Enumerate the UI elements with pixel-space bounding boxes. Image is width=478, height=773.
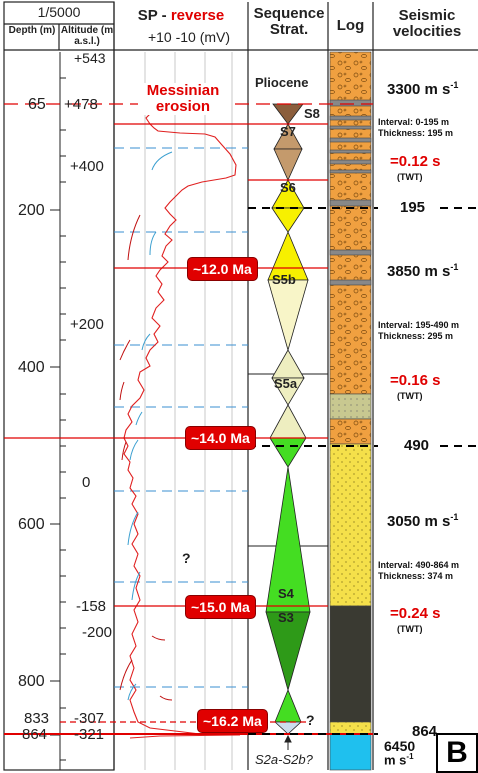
velocity-3-interval: Interval: 490-864 m Thickness: 374 m	[378, 560, 459, 582]
velocity-2-value: 3850 m s	[387, 263, 451, 280]
alt-321: -321	[74, 726, 105, 743]
messinian-erosion-label: Messinian erosion	[138, 83, 228, 115]
alt-307: -307	[74, 710, 105, 727]
seq-s6: S6	[280, 180, 296, 195]
boundary-195: 195	[400, 199, 426, 216]
age-15-ma: ~15.0 Ma	[185, 595, 256, 619]
sp-grid	[144, 52, 233, 770]
log-title: Log	[336, 17, 365, 34]
seq-title: Sequence Strat.	[253, 5, 325, 38]
velocity-1-interval: Interval: 0-195 m Thickness: 195 m	[378, 117, 453, 139]
velocity-2: 3850 m s-1	[387, 262, 458, 280]
sp-blue-arrows	[127, 151, 173, 701]
seq-s4: S4	[278, 586, 294, 601]
seq-s7: S7	[280, 124, 296, 139]
velocity-4-unit: m s-1	[384, 752, 414, 767]
v3-thickness: Thickness: 374 m	[378, 570, 454, 581]
depth-65: 65	[28, 96, 46, 113]
alt-200: +200	[70, 316, 104, 333]
velocity-2-exp: -1	[450, 262, 459, 272]
depth-200: 200	[18, 202, 45, 219]
alt-158: -158	[76, 598, 107, 615]
velocity-3: 3050 m s-1	[387, 512, 458, 530]
seismic-title: Seismic velocities	[392, 7, 462, 40]
seq-s5a: S5a	[274, 376, 298, 391]
v2-thickness: Thickness: 295 m	[378, 330, 454, 341]
red-horizons	[4, 103, 373, 735]
v3-interval: Interval: 490-864 m	[378, 560, 460, 570]
velocity-1-twt-sub: (TWT)	[397, 172, 423, 182]
alt-543: +543	[74, 50, 106, 66]
seq-s5b: S5b	[272, 272, 296, 287]
seq-s2: S2a-S2b?	[255, 752, 313, 767]
column-frames	[3, 1, 478, 771]
age-16-2-ma: ~16.2 Ma	[197, 709, 268, 733]
velocity-2-twt-sub: (TWT)	[397, 391, 423, 401]
velocity-3-twt: =0.24 s	[390, 605, 441, 622]
age-14-ma: ~14.0 Ma	[185, 426, 256, 450]
velocity-4-exp: -1	[406, 752, 414, 761]
depth-600: 600	[18, 516, 45, 533]
depth-800: 800	[18, 673, 45, 690]
v2-interval: Interval: 195-490 m	[378, 320, 460, 330]
velocity-4-unit-text: m s	[384, 752, 407, 768]
boundary-864: 864	[412, 723, 438, 740]
panel-label: B	[436, 733, 478, 773]
velocity-4: 6450	[384, 738, 416, 754]
v1-thickness: Thickness: 195 m	[378, 127, 454, 138]
sp-title: SP - reverse	[114, 8, 248, 24]
v1-interval: Interval: 0-195 m	[378, 117, 450, 127]
scale-label: 1/5000	[37, 4, 81, 20]
boundary-490: 490	[404, 437, 430, 454]
alt-200n: -200	[82, 624, 113, 641]
sp-title-prefix: SP -	[137, 7, 171, 24]
velocity-3-exp: -1	[450, 512, 459, 522]
sp-scale: +10 -10 (mV)	[147, 29, 231, 45]
lithology-log	[329, 51, 372, 771]
velocity-1: 3300 m s-1	[387, 80, 458, 98]
velocity-1-value: 3300 m s	[387, 81, 451, 98]
seq-triangles	[265, 103, 311, 735]
age-12-ma: ~12.0 Ma	[187, 257, 258, 281]
sp-curve	[123, 103, 241, 739]
sp-red-arrows	[119, 214, 173, 701]
depth-864: 864	[22, 726, 48, 743]
velocity-1-exp: -1	[450, 80, 459, 90]
sp-blue-dashes	[114, 147, 248, 688]
alt-400: +400	[70, 158, 104, 175]
depth-833: 833	[24, 710, 50, 727]
depth-400: 400	[18, 359, 45, 376]
seq-s8: S8	[304, 106, 320, 121]
depth-title: Depth (m)	[8, 25, 56, 36]
question-mark-seq: ?	[306, 712, 315, 728]
seq-s3: S3	[278, 610, 294, 625]
velocity-1-twt: =0.12 s	[390, 153, 441, 170]
velocity-2-twt: =0.16 s	[390, 372, 441, 389]
velocity-3-value: 3050 m s	[387, 513, 451, 530]
depth-axis	[50, 52, 66, 770]
sp-title-emph: reverse	[170, 7, 225, 24]
alt-0: 0	[82, 474, 91, 491]
s2-arrow	[284, 734, 292, 750]
alt-478: +478	[64, 96, 98, 113]
altitude-title: Altitude (m a.s.l.)	[60, 25, 114, 47]
question-mark-sp: ?	[182, 550, 191, 566]
velocity-2-interval: Interval: 195-490 m Thickness: 295 m	[378, 320, 459, 342]
seq-pliocene: Pliocene	[255, 75, 309, 90]
velocity-3-twt-sub: (TWT)	[397, 624, 423, 634]
